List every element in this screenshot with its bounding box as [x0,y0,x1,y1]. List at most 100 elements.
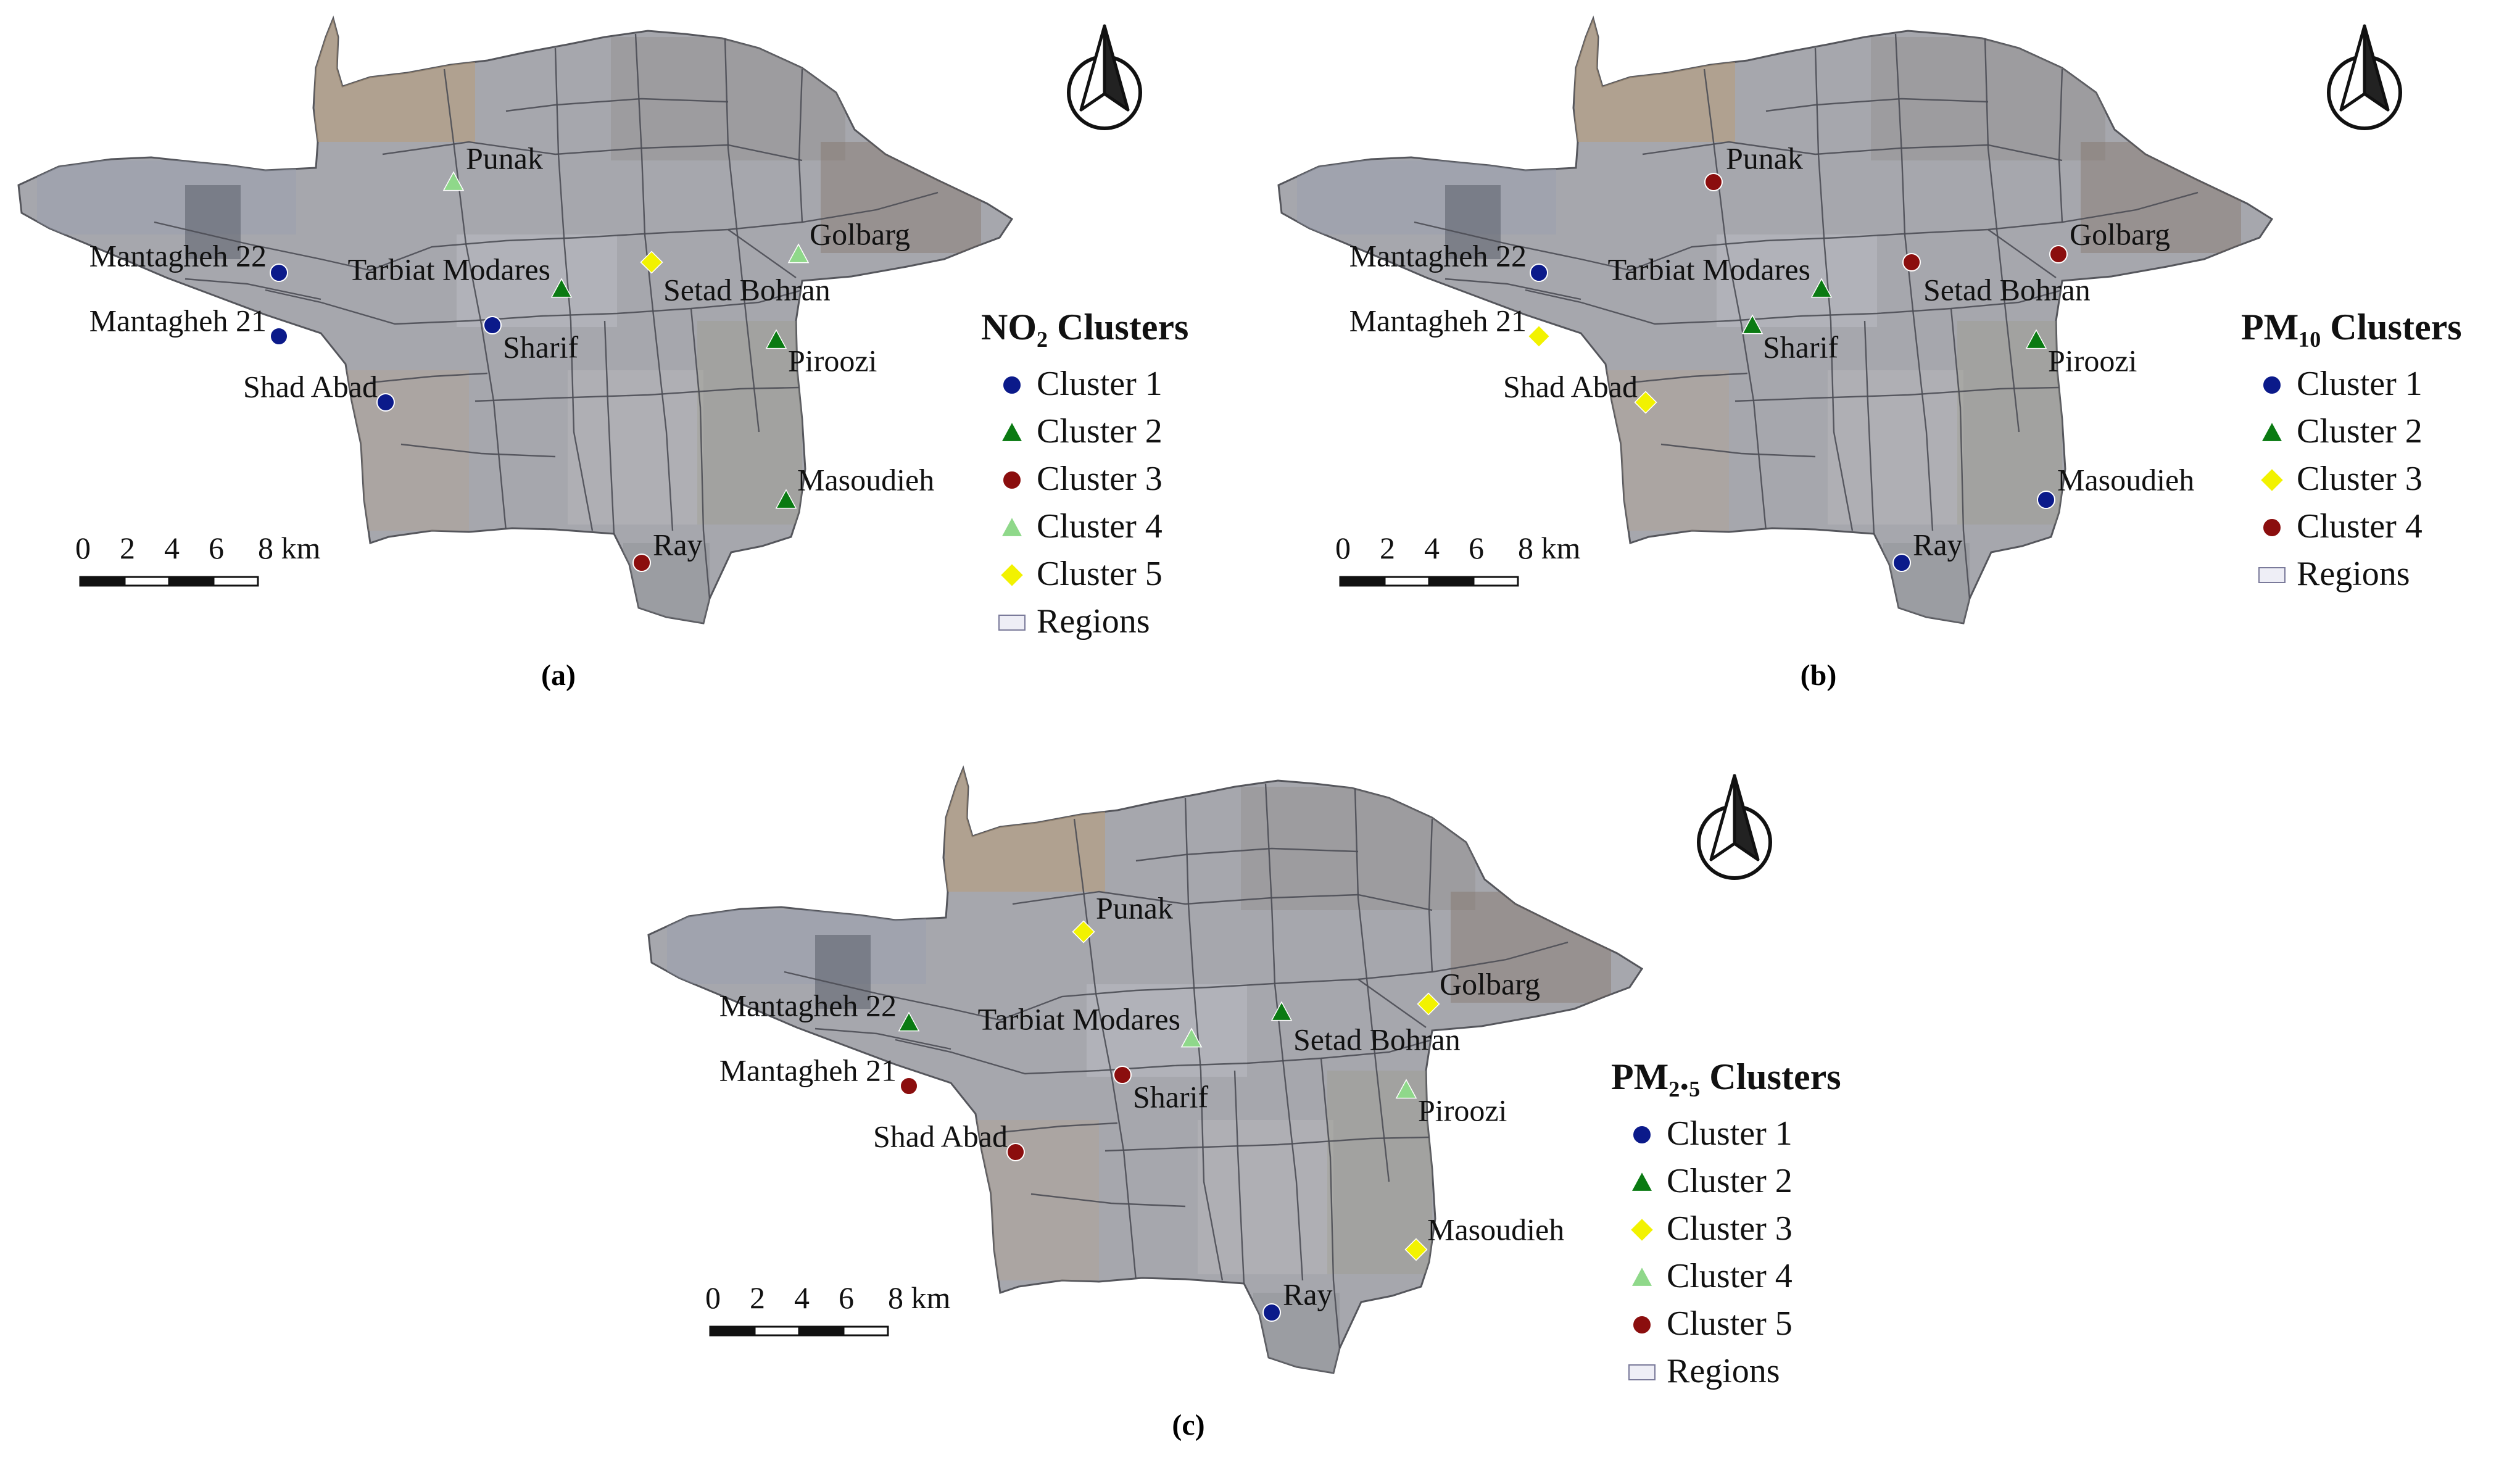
region-boundary [603,320,615,534]
station-masoudieh: Masoudieh [2037,462,2194,509]
station-marker [2037,491,2055,509]
region-boundary [1264,783,1304,1281]
legend-label: Cluster 3 [1037,460,1163,498]
scale-label: 6 [839,1280,854,1315]
legend-label: Cluster 4 [1037,507,1163,545]
legend-symbol [1630,1171,1654,1192]
map-area [647,765,1644,1374]
station-setad-bohran: Setad Bohran [1902,253,2091,307]
station-layer: Punak Mantagheh 22 Tarbiat Modares Setad Bo… [89,141,934,572]
scale-segment [79,576,126,587]
region-boundary [1414,221,1631,272]
station-marker [442,171,465,191]
legend-symbol [1002,375,1022,395]
station-label: Mantagheh 21 [89,303,267,338]
legend-symbol [2262,518,2282,537]
region-boundary [443,68,507,531]
legend-symbol [998,615,1026,631]
station-mantagheh-21: Mantagheh 21 [719,1053,918,1095]
region-boundary [1105,1136,1430,1152]
station-label: Golbarg [2070,217,2170,251]
station-piroozi: Piroozi [2025,329,2137,378]
panel-caption: (b) [1801,659,1837,692]
station-masoudieh: Masoudieh [1404,1212,1564,1261]
station-marker [1741,314,1764,334]
scale-label: 8 km [888,1280,951,1315]
legend-label: Cluster 5 [1037,555,1163,593]
station-marker [900,1077,918,1095]
map-panel-b: Punak Mantagheh 22 Tarbiat Modares Setad Bo… [1277,15,2462,692]
legend-label: Cluster 2 [2297,412,2423,450]
scale-segment [1472,576,1519,587]
legend-label: Cluster 1 [2297,365,2423,403]
texture-patch [1445,185,1501,259]
station-label: Ray [653,527,703,562]
station-label: Punak [466,141,543,175]
legend-symbol [1630,1266,1654,1287]
station-golbarg: Golbarg [1417,966,1540,1016]
station-golbarg: Golbarg [787,217,910,263]
scale-label: 2 [120,531,135,565]
legend-item: Cluster 4 [1630,1257,1793,1295]
region-boundary [475,386,800,402]
station-piroozi: Piroozi [765,329,877,378]
legend-symbol [1628,1364,1656,1380]
station-label: Golbarg [810,217,910,251]
legend-item: Cluster 2 [2260,412,2423,450]
station-label: Sharif [503,330,579,364]
legend-item: Cluster 3 [2260,460,2423,498]
station-marker [1530,263,1548,282]
legend-symbol [1000,516,1024,537]
station-label: Piroozi [2048,343,2137,378]
satellite-texture [37,19,981,623]
legend-label: Cluster 5 [1667,1304,1793,1343]
station-tarbiat-modares: Tarbiat Modares [1608,252,1833,298]
station-punak: Punak [1704,141,1803,191]
region-boundary [1642,141,2063,162]
legend-label: Cluster 1 [1667,1114,1793,1153]
station-marker [1180,1027,1203,1048]
legend-title: PM₂.₅ Clusters [1611,1056,1841,1097]
station-marker [2025,329,2047,349]
texture-patch [1717,234,1877,327]
station-marker [1527,325,1551,348]
station-label: Masoudieh [1427,1212,1564,1246]
station-marker [1634,391,1657,414]
legend: PM₁₀ Clusters Cluster 1 Cluster 2 Cluster 3… [2241,307,2462,593]
station-label: Masoudieh [2057,462,2194,497]
region-boundary [370,372,488,384]
station-label: Shad Abad [243,369,378,404]
station-marker [775,489,797,509]
legend-item: Cluster 1 [2262,365,2423,403]
north-arrow [2327,24,2402,130]
texture-patch [37,160,296,234]
region-boundary [1184,797,1224,1281]
legend-label: Regions [2297,555,2410,593]
station-label: Mantagheh 22 [719,988,897,1022]
region-boundary [1525,289,2063,325]
region-boundary [1984,38,2020,433]
scale-segment [842,1325,889,1337]
station-label: Masoudieh [797,462,934,497]
texture-patch [1198,1120,1333,1274]
region-boundary [1073,818,1137,1281]
station-shad-abad: Shad Abad [873,1119,1025,1161]
scale-label: 0 [705,1280,721,1315]
station-ray: Ray [1892,527,1963,572]
station-marker [1006,1143,1025,1161]
region-boundary [184,278,321,301]
region-boundary [1354,787,1390,1182]
legend-label: Cluster 3 [1667,1209,1793,1248]
map-panel-a: Punak Mantagheh 22 Tarbiat Modares Setad Bo… [17,15,1188,692]
region-boundary [727,229,797,278]
station-marker [787,243,810,263]
texture-patch [1087,984,1247,1077]
region-boundary [1444,278,1581,301]
scale-label: 4 [1424,531,1440,565]
scale-label: 0 [75,531,91,565]
station-label: Punak [1096,890,1173,925]
texture-patch [815,935,871,1009]
scale-label: 2 [1380,531,1395,565]
station-punak: Punak [442,141,543,191]
scale-segment [168,576,215,587]
